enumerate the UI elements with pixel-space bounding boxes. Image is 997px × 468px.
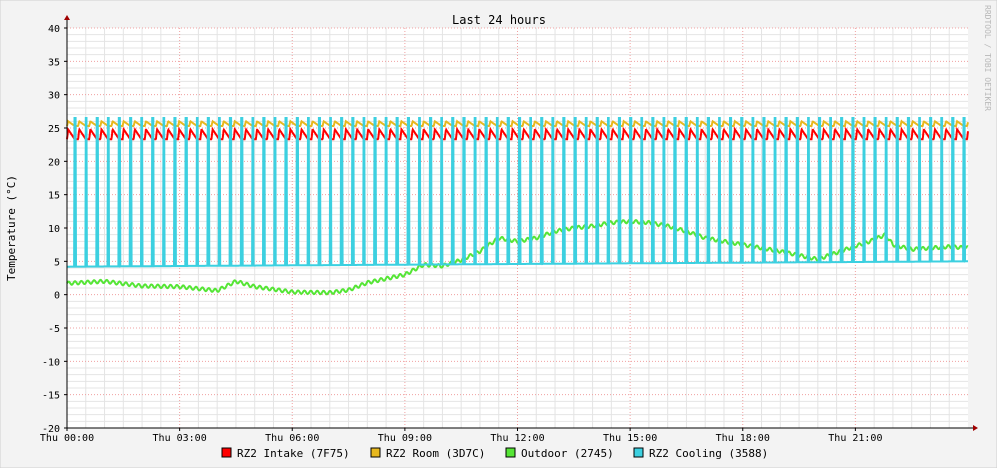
y-tick-label: 30 (48, 91, 60, 102)
axis-labels: -20 -15 -10 -5 0 5 10 15 20 25 30 35 40 Thu 00:00 Thu … (40, 24, 883, 444)
y-tick-label: 40 (48, 24, 60, 35)
legend-swatch (505, 447, 516, 458)
legend-label: Outdoor (2745) (521, 447, 614, 460)
legend-label: RZ2 Cooling (3588) (649, 447, 768, 460)
y-tick-label: 0 (54, 291, 60, 302)
x-tick-label: Thu 18:00 (716, 433, 770, 444)
y-tick-label: -20 (42, 424, 60, 435)
watermark: RRDTOOL / TOBI OETIKER (983, 5, 992, 111)
y-axis-label: Temperature (°C) (5, 175, 18, 281)
x-tick-label: Thu 12:00 (490, 433, 544, 444)
x-tick-label: Thu 15:00 (603, 433, 657, 444)
x-tick-label: Thu 09:00 (378, 433, 432, 444)
y-tick-label: -15 (42, 391, 60, 402)
y-tick-label: 20 (48, 157, 60, 168)
series-layer (66, 117, 969, 296)
y-tick-label: 15 (48, 191, 60, 202)
x-tick-label: Thu 03:00 (153, 433, 207, 444)
legend: RZ2 Intake (7F75) RZ2 Room (3D7C) Outdoor … (221, 447, 768, 460)
legend-label: RZ2 Intake (7F75) (237, 447, 350, 460)
y-tick-label: -10 (42, 357, 60, 368)
x-axis-arrow (973, 425, 978, 431)
legend-swatch (221, 447, 232, 458)
y-tick-label: 35 (48, 57, 60, 68)
grid-lines (66, 27, 968, 429)
legend-swatch (370, 447, 381, 458)
y-tick-label: -5 (48, 324, 60, 335)
y-tick-label: 25 (48, 124, 60, 135)
x-tick-label: Thu 21:00 (828, 433, 882, 444)
legend-swatch (633, 447, 644, 458)
series-line-3 (67, 117, 968, 268)
x-tick-label: Thu 00:00 (40, 433, 94, 444)
chart-title: Last 24 hours (452, 13, 546, 27)
y-tick-label: 5 (54, 257, 60, 268)
axes (64, 15, 978, 431)
series-line-1 (66, 119, 969, 127)
y-tick-label: 10 (48, 224, 60, 235)
x-tick-label: Thu 06:00 (265, 433, 319, 444)
y-axis-arrow (64, 15, 70, 20)
series-line-0 (66, 126, 969, 141)
legend-label: RZ2 Room (3D7C) (386, 447, 485, 460)
